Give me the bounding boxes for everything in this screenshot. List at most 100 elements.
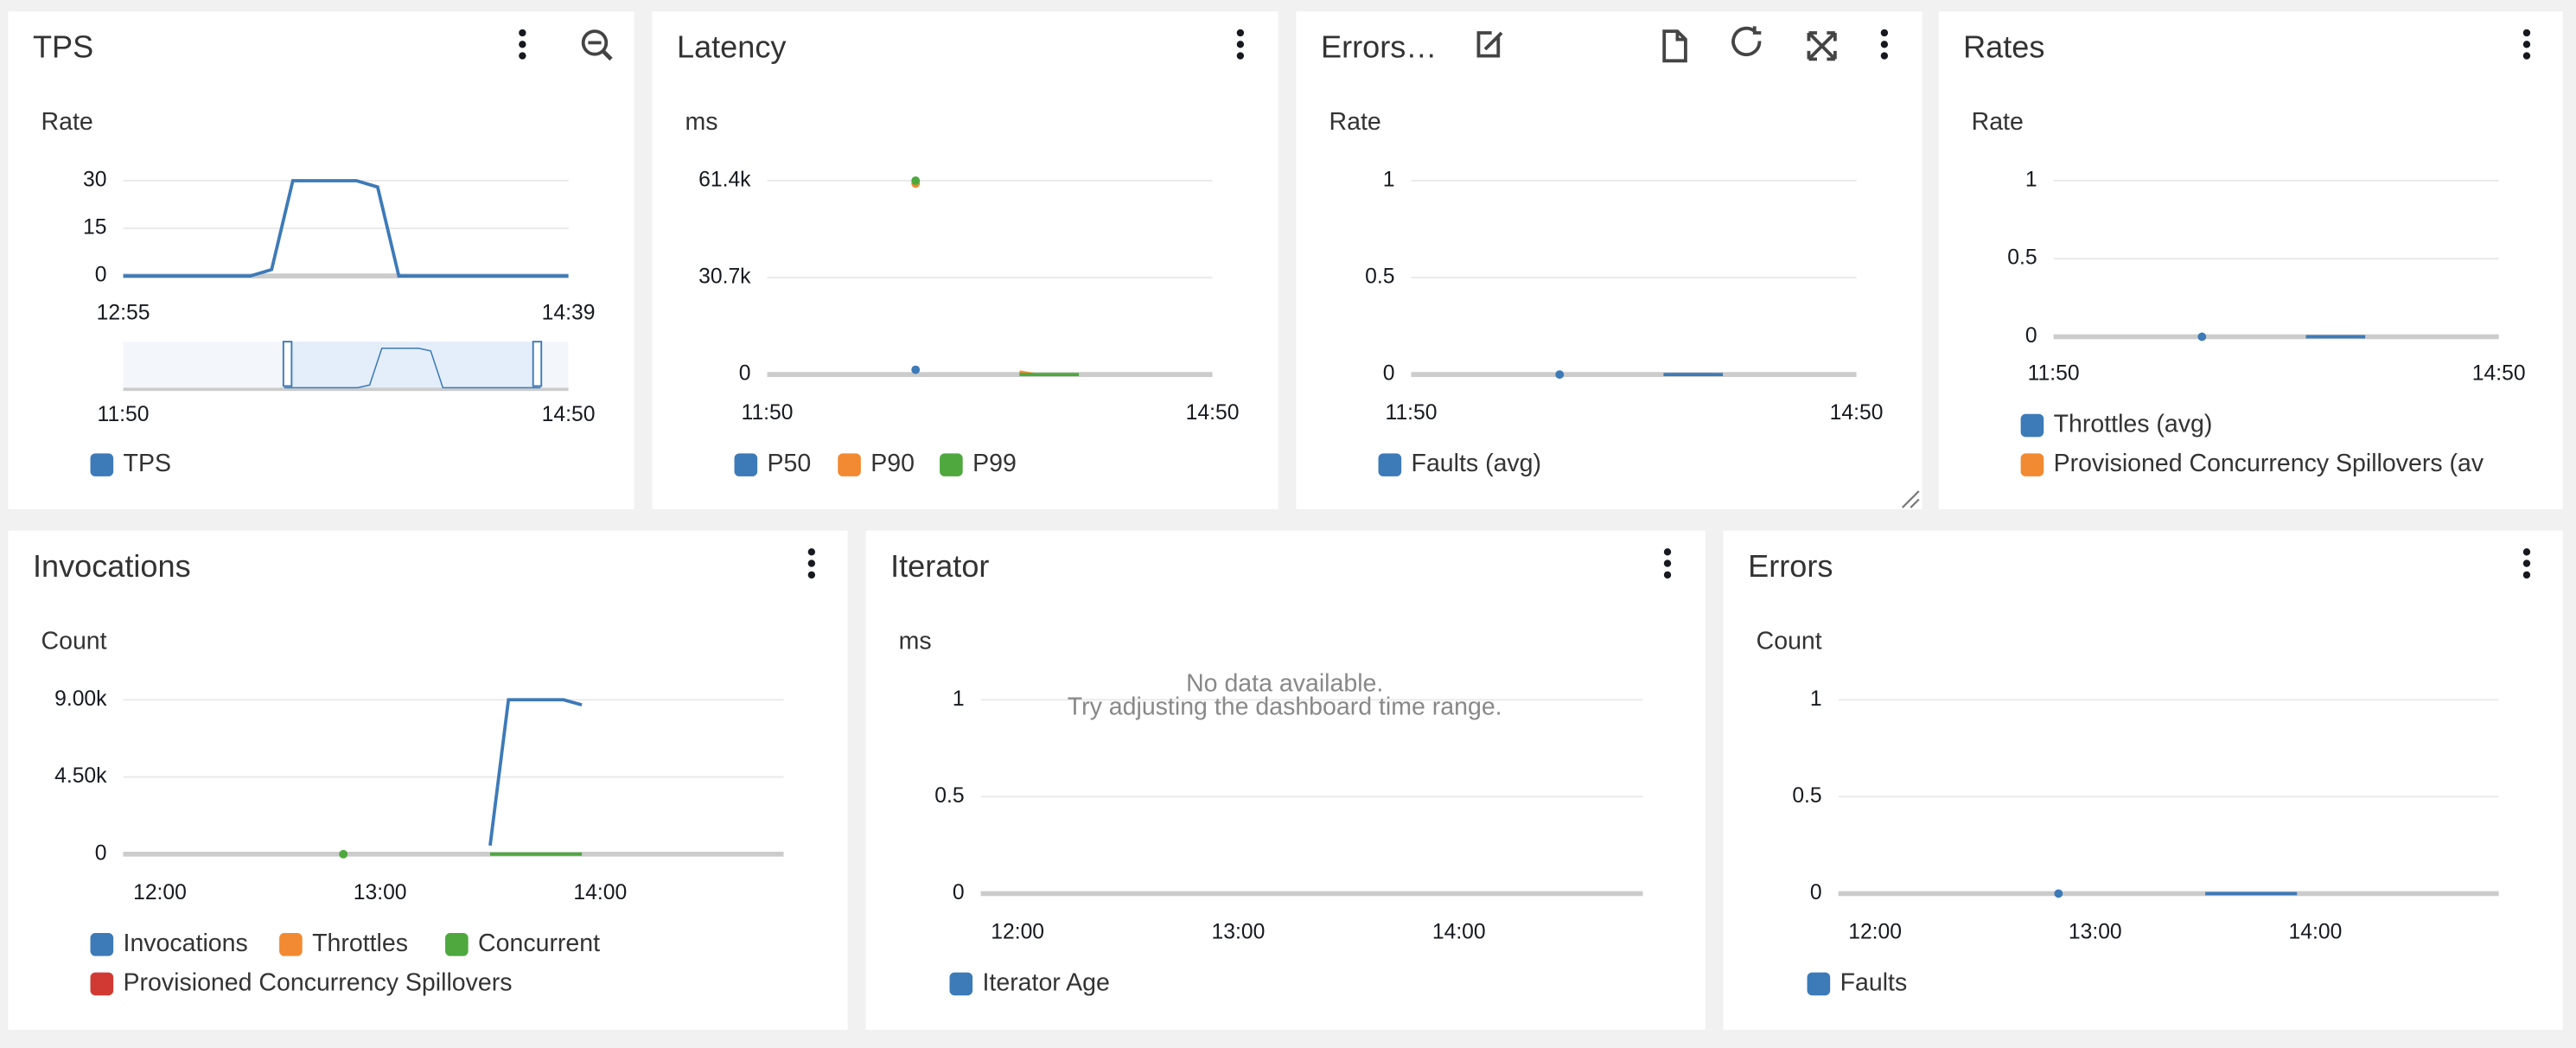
- y-tick-label: 1: [953, 687, 965, 711]
- legend-label: Iterator Age: [983, 968, 1110, 996]
- y-tick-label: 1: [1383, 168, 1395, 191]
- y-tick-label: 0.5: [934, 784, 964, 808]
- legend-item[interactable]: Faults (avg): [1378, 450, 1542, 477]
- y-tick-label: 0.5: [1365, 265, 1394, 289]
- legend-item[interactable]: P50: [734, 450, 812, 477]
- menu-button[interactable]: [807, 548, 816, 579]
- legend-item[interactable]: Provisioned Concurrency Spillovers (av: [2020, 450, 2484, 477]
- panel: Errors Count 0 0.5 1 12:00 13:00 14:00 Faults: [1723, 530, 2563, 1031]
- y-tick-label: 0.5: [2007, 246, 2037, 270]
- legend-swatch: [1807, 972, 1831, 996]
- brush-selection: [287, 342, 538, 392]
- y-tick-label: 9.00k: [54, 687, 107, 711]
- x-tick-label: 14:00: [2289, 921, 2343, 944]
- x-tick-label: 11:50: [742, 401, 794, 425]
- menu-dot: [807, 559, 816, 567]
- legend-item[interactable]: Throttles: [279, 930, 408, 957]
- y-tick-label: 30.7k: [698, 265, 751, 289]
- menu-dot: [1236, 52, 1245, 60]
- menu-button[interactable]: [2522, 29, 2531, 60]
- legend-label: Provisioned Concurrency Spillovers: [124, 968, 513, 996]
- x-tick-label: 14:50: [1830, 401, 1884, 425]
- legend-swatch: [279, 933, 303, 956]
- panel-title: Iterator: [890, 548, 989, 584]
- legend-label: Provisioned Concurrency Spillovers (av: [2054, 450, 2484, 477]
- y-tick-label: 0: [1810, 881, 1822, 904]
- menu-dot: [2522, 41, 2531, 48]
- panel-title: Latency: [677, 29, 786, 65]
- data-point: [2197, 332, 2207, 342]
- menu-dot: [1880, 52, 1889, 60]
- icon: [1807, 31, 1837, 61]
- panel-background: [1296, 11, 1922, 509]
- menu-dot: [2522, 548, 2531, 556]
- refresh-button[interactable]: [1731, 26, 1762, 57]
- icon: [1662, 29, 1687, 63]
- menu-button[interactable]: [519, 29, 526, 60]
- menu-dot: [807, 571, 816, 579]
- fullscreen-button[interactable]: [1807, 31, 1837, 61]
- legend-label: P99: [972, 450, 1017, 477]
- legend-swatch: [2020, 453, 2044, 476]
- panel: TPS Rate 0 15 30 12:55 14:39 TPS 11:50 14:50: [8, 11, 634, 509]
- legend-swatch: [445, 933, 469, 956]
- panel-background: [1723, 530, 2563, 1031]
- legend-swatch: [90, 972, 114, 996]
- y-tick-label: 0.5: [1792, 784, 1821, 808]
- legend-label: Faults (avg): [1412, 450, 1542, 477]
- icon: [601, 49, 613, 61]
- legend-item[interactable]: P99: [940, 450, 1017, 477]
- brush-handle[interactable]: [532, 341, 543, 387]
- menu-dot: [1880, 29, 1889, 37]
- x-tick-label: 12:00: [991, 921, 1044, 944]
- data-point: [911, 176, 921, 185]
- legend-swatch: [90, 933, 114, 956]
- legend-item[interactable]: TPS: [90, 450, 171, 477]
- y-tick-label: 0: [95, 264, 107, 287]
- legend-item[interactable]: Provisioned Concurrency Spillovers: [90, 968, 513, 996]
- menu-button[interactable]: [2522, 548, 2531, 579]
- panel-title: Errors…: [1321, 29, 1437, 65]
- zoom-out-button[interactable]: [581, 29, 613, 61]
- legend-item[interactable]: Invocations: [90, 930, 248, 957]
- menu-dot: [1663, 571, 1672, 579]
- panel-title: TPS: [33, 29, 93, 65]
- legend-label: Faults: [1840, 968, 1908, 996]
- menu-button[interactable]: [1880, 29, 1889, 60]
- menu-dot: [1663, 548, 1672, 556]
- edit-button[interactable]: [1476, 31, 1503, 58]
- panel-title: Errors: [1748, 548, 1833, 584]
- x-tick-label: 14:50: [2472, 362, 2526, 386]
- y-axis-label: Count: [41, 627, 107, 655]
- legend-item[interactable]: Concurrent: [445, 930, 600, 957]
- y-tick-label: 0: [95, 841, 107, 865]
- legend-item[interactable]: Throttles (avg): [2020, 411, 2213, 438]
- legend-item[interactable]: Faults: [1807, 968, 1908, 996]
- data-point: [339, 849, 348, 859]
- y-axis-label: ms: [685, 108, 718, 136]
- menu-dot: [2522, 571, 2531, 579]
- legend-item[interactable]: Iterator Age: [949, 968, 1110, 996]
- x-tick-label: 14:00: [1432, 921, 1486, 944]
- legend-label: Throttles (avg): [2054, 411, 2213, 438]
- panel-background: [652, 11, 1278, 509]
- panel-background: [8, 530, 848, 1031]
- brush-tick-label: 11:50: [98, 403, 150, 426]
- legend-swatch: [90, 453, 114, 476]
- legend-swatch: [838, 453, 861, 476]
- resize-handle[interactable]: [1901, 490, 1920, 508]
- legend-swatch: [734, 453, 758, 476]
- legend-label: Concurrent: [478, 930, 600, 957]
- menu-button[interactable]: [1236, 29, 1245, 60]
- panel: Iterator ms 0 0.5 1 12:00 13:00 14:00 Iterator A…: [865, 530, 1706, 1031]
- export-button[interactable]: [1662, 29, 1687, 63]
- brush-handle[interactable]: [282, 341, 293, 387]
- time-brush[interactable]: [123, 341, 569, 392]
- y-tick-label: 0: [1383, 362, 1395, 386]
- x-tick-label: 12:00: [1848, 921, 1902, 944]
- empty-state-message: No data available.: [1186, 670, 1383, 698]
- menu-button[interactable]: [1663, 548, 1672, 579]
- legend-item[interactable]: P90: [838, 450, 915, 477]
- y-axis-label: Rate: [1972, 108, 2024, 136]
- empty-state-message: Try adjusting the dashboard time range.: [1068, 693, 1502, 720]
